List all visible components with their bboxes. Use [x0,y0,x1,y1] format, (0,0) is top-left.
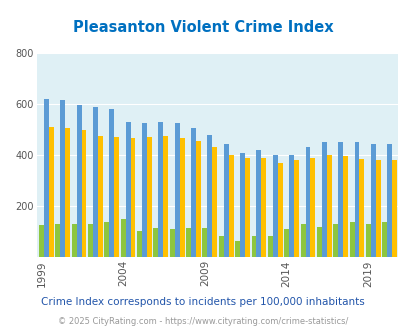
Bar [300,224,305,257]
Bar [326,155,331,257]
Bar [104,222,109,257]
Bar [60,100,65,257]
Bar [114,137,119,257]
Bar [185,228,191,257]
Bar [365,224,370,257]
Bar [349,222,354,257]
Bar [49,127,53,257]
Text: Pleasanton Violent Crime Index: Pleasanton Violent Crime Index [72,20,333,35]
Bar [234,241,239,257]
Bar [93,107,98,257]
Bar [169,229,174,257]
Bar [39,225,44,257]
Bar [81,130,86,257]
Bar [147,137,151,257]
Bar [321,142,326,257]
Bar [337,142,342,257]
Bar [212,148,217,257]
Bar [130,139,135,257]
Bar [261,158,266,257]
Bar [284,229,288,257]
Bar [179,139,184,257]
Bar [375,160,380,257]
Bar [305,148,310,257]
Bar [137,231,142,257]
Bar [267,236,272,257]
Bar [310,158,315,257]
Bar [174,123,179,257]
Bar [158,122,163,257]
Bar [288,155,293,257]
Bar [88,224,93,257]
Text: Crime Index corresponds to incidents per 100,000 inhabitants: Crime Index corresponds to incidents per… [41,297,364,307]
Bar [358,159,363,257]
Bar [120,219,125,257]
Bar [342,156,347,257]
Bar [386,144,391,257]
Bar [223,144,228,257]
Bar [228,155,233,257]
Bar [244,158,249,257]
Bar [256,150,261,257]
Bar [239,152,244,257]
Bar [333,224,337,257]
Bar [391,160,396,257]
Bar [98,136,102,257]
Bar [202,228,207,257]
Bar [370,144,375,257]
Bar [382,222,386,257]
Bar [251,236,256,257]
Bar [354,142,358,257]
Bar [316,227,321,257]
Bar [65,128,70,257]
Bar [109,109,114,257]
Bar [207,135,212,257]
Bar [142,123,147,257]
Text: © 2025 CityRating.com - https://www.cityrating.com/crime-statistics/: © 2025 CityRating.com - https://www.city… [58,317,347,326]
Bar [196,141,200,257]
Bar [72,224,77,257]
Bar [272,155,277,257]
Bar [293,160,298,257]
Bar [55,224,60,257]
Bar [277,163,282,257]
Bar [218,236,223,257]
Bar [125,122,130,257]
Bar [191,128,196,257]
Bar [153,228,158,257]
Bar [77,105,81,257]
Bar [44,99,49,257]
Bar [163,136,168,257]
